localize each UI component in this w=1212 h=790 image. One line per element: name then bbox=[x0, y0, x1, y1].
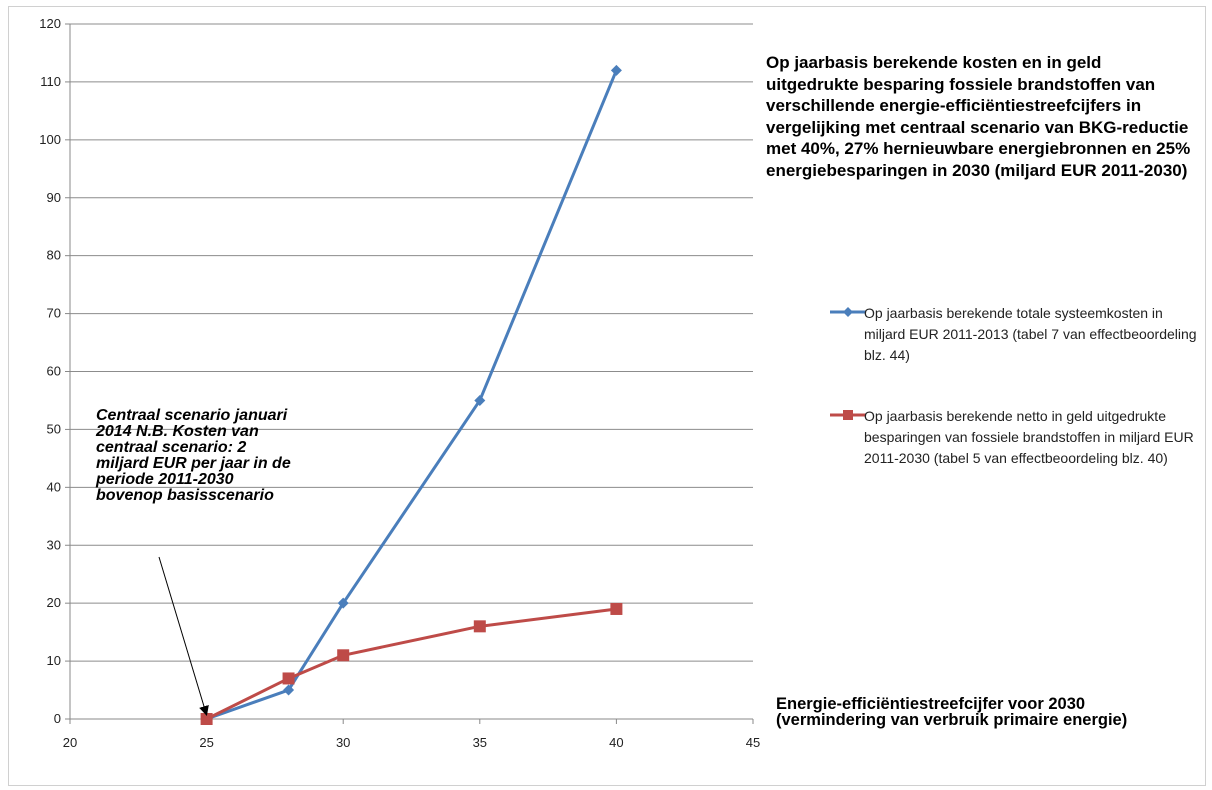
legend-marker-square bbox=[830, 410, 866, 420]
y-tick-label-60: 60 bbox=[47, 364, 61, 379]
y-tick-label-80: 80 bbox=[47, 248, 61, 263]
y-tick-label-100: 100 bbox=[39, 132, 61, 147]
x-tick-label-30: 30 bbox=[336, 735, 350, 750]
y-tick-label-20: 20 bbox=[47, 595, 61, 610]
axes: 0 10 20 30 40 50 60 70 80 90 100 110 120 20 25 30 35 40 45 bbox=[39, 16, 760, 750]
series-1-point-0 bbox=[200, 713, 213, 725]
series-line-1 bbox=[205, 607, 617, 721]
x-tick-label-35: 35 bbox=[473, 735, 487, 750]
x-tick-label-40: 40 bbox=[609, 735, 623, 750]
y-tick-label-90: 90 bbox=[47, 190, 61, 205]
x-tick-label-25: 25 bbox=[199, 735, 213, 750]
chart-title: Op jaarbasis berekende kosten en in geld… bbox=[766, 53, 1191, 180]
x-tick-label-20: 20 bbox=[63, 735, 77, 750]
y-tick-label-30: 30 bbox=[47, 537, 61, 552]
y-tick-label-50: 50 bbox=[47, 421, 61, 436]
series-1-point-3 bbox=[473, 620, 486, 633]
chart-frame bbox=[8, 6, 1206, 786]
annotation-arrow bbox=[158, 556, 209, 716]
y-tick-label-120: 120 bbox=[39, 16, 61, 31]
series-1-point-1 bbox=[282, 672, 295, 685]
y-tick-label-110: 110 bbox=[40, 74, 61, 89]
legend-label-besparingen: Op jaarbasis berekende netto in geld uit… bbox=[864, 408, 1194, 466]
series-1-point-4 bbox=[610, 602, 623, 615]
annotation-note: Centraal scenario januari 2014 N.B. Kost… bbox=[96, 407, 291, 504]
y-tick-label-40: 40 bbox=[47, 479, 61, 494]
legend-marker-diamond bbox=[830, 307, 866, 317]
series-1-point-2 bbox=[337, 649, 350, 662]
series-line-0 bbox=[206, 69, 618, 721]
series-0-point-3 bbox=[474, 394, 486, 406]
y-tick-label-0: 0 bbox=[54, 711, 61, 726]
annotation-layer bbox=[158, 556, 209, 716]
gridlines bbox=[70, 23, 753, 662]
x-tick-label-45: 45 bbox=[746, 735, 760, 750]
series-0-point-1 bbox=[283, 684, 295, 696]
legend-label-systeemkosten: Op jaarbasis berekende totale systeemkos… bbox=[864, 305, 1197, 363]
series-0-point-2 bbox=[337, 597, 349, 609]
y-tick-label-10: 10 bbox=[47, 653, 61, 668]
x-axis-label: Energie-efficiëntiestreefcijfer voor 203… bbox=[776, 695, 1128, 729]
y-tick-label-70: 70 bbox=[47, 306, 61, 321]
series-0-point-4 bbox=[610, 64, 622, 76]
series-layer bbox=[200, 64, 623, 725]
